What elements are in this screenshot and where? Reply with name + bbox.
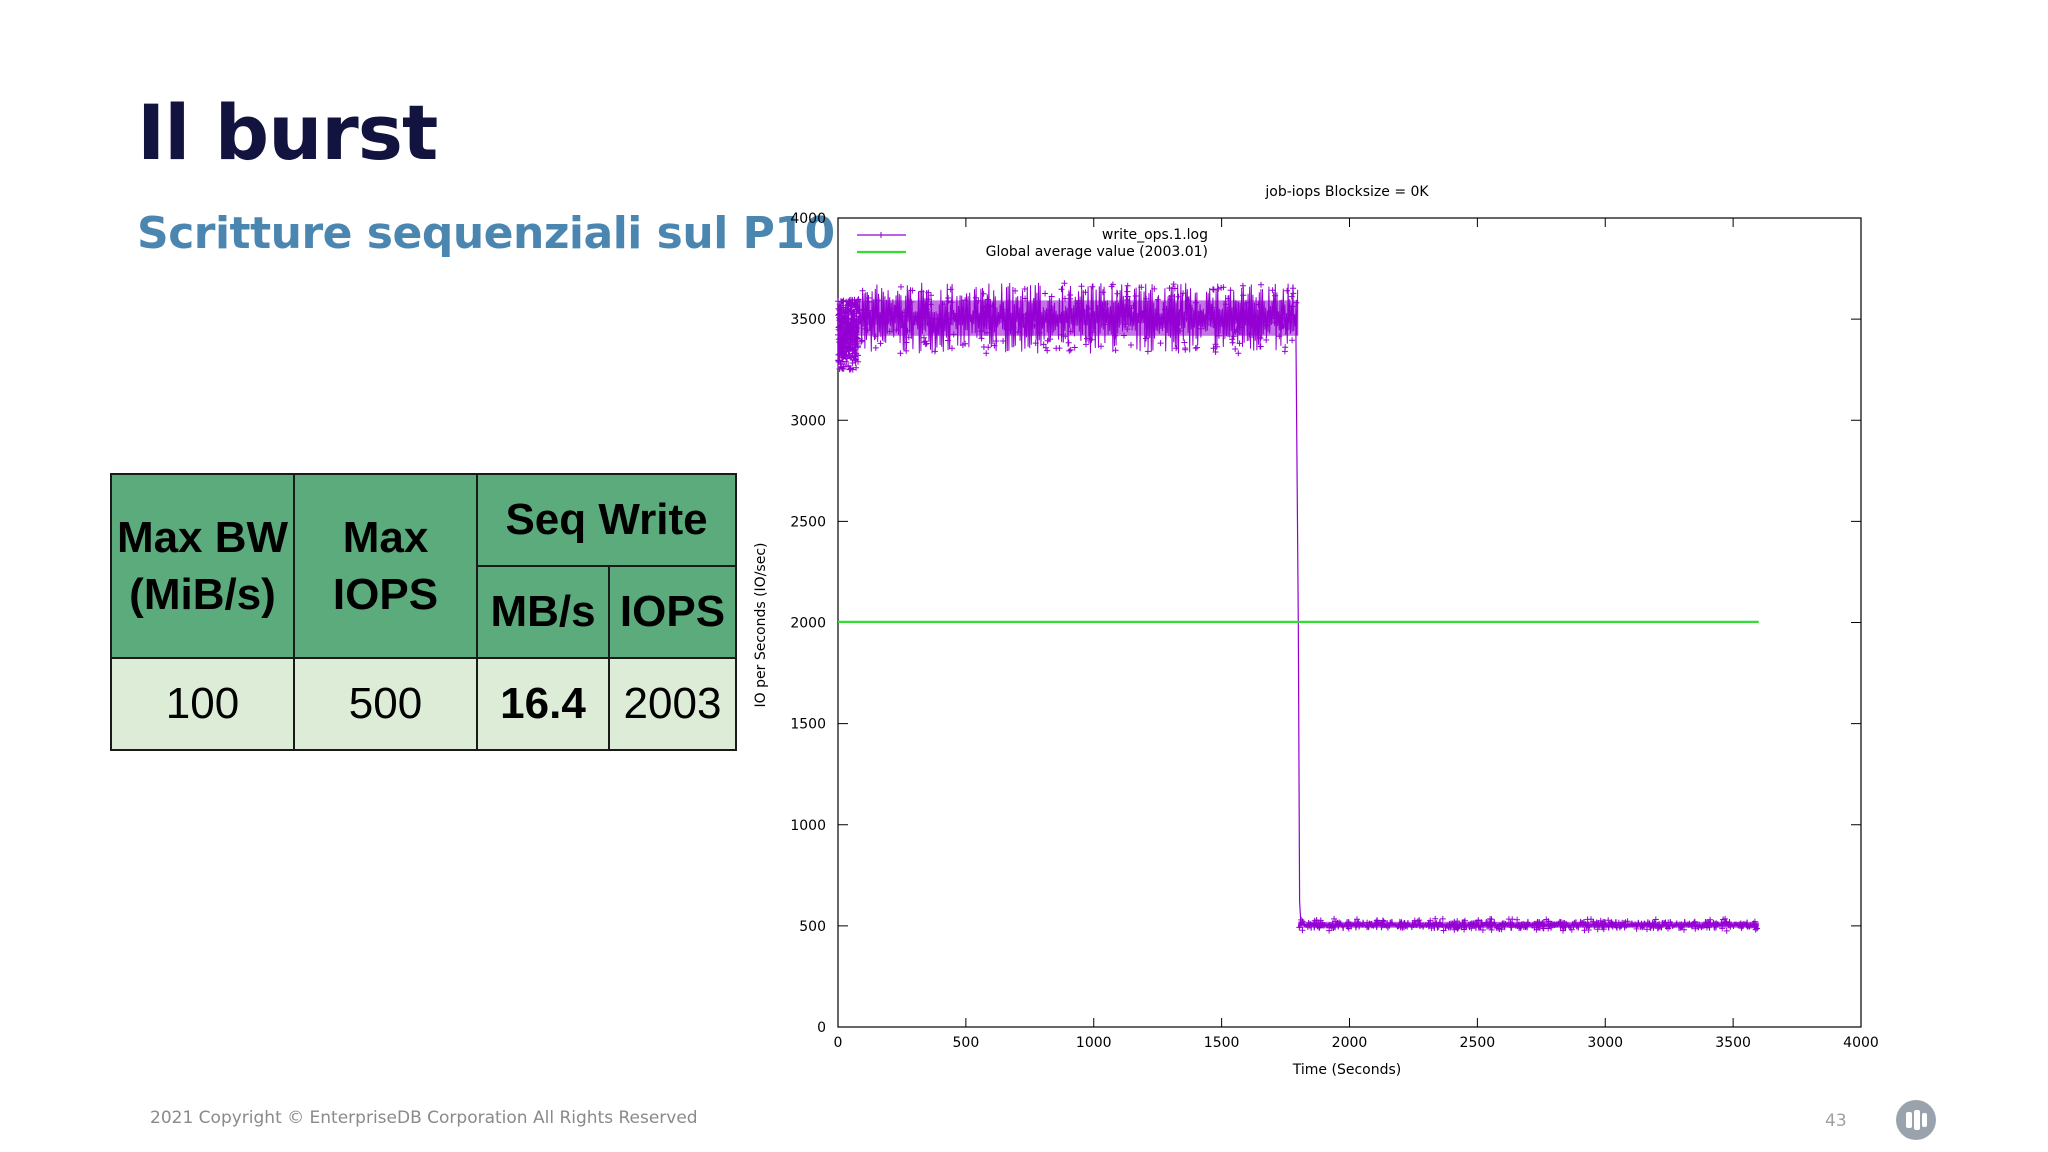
value-max-iops: 500 [293,657,478,751]
write-ops-markers-high-1 [855,280,1300,357]
y-tick-label: 500 [799,919,826,935]
x-tick-label: 2500 [1460,1035,1496,1051]
y-tick-label: 0 [817,1020,826,1036]
value-max-bw: 100 [110,657,295,751]
y-tick-label: 1000 [790,818,826,834]
header-max-iops: Max IOPS [293,473,478,659]
header-seq-write: Seq Write [476,473,737,567]
legend-marker-write-ops [878,232,884,238]
x-tick-label: 2000 [1332,1035,1368,1051]
write-ops-markers-high-0 [835,296,862,373]
header-max-bw-line2: (MiB/s) [129,570,276,619]
edb-logo-icon [1896,1100,1936,1140]
y-tick-label: 3500 [790,312,826,328]
write-ops-crosses-high-1 [855,280,1300,357]
header-max-bw-line1: Max BW [116,512,289,562]
write-ops-crosses-high-0 [835,296,862,373]
legend-label-write-ops: write_ops.1.log [1102,227,1208,243]
y-axis-label: IO per Seconds (IO/sec) [753,543,769,708]
x-axis-label: Time (Seconds) [1292,1062,1401,1078]
y-tick-label: 4000 [790,211,826,227]
value-iops: 2003 [608,657,737,751]
x-tick-label: 1000 [1076,1035,1112,1051]
copyright-footer: 2021 Copyright © EnterpriseDB Corporatio… [150,1108,698,1128]
x-tick-label: 500 [953,1035,980,1051]
write-ops-band-low-0 [1298,921,1759,928]
legend-label-global-average: Global average value (2003.01) [986,244,1208,260]
page-number: 43 [1825,1111,1847,1131]
y-tick-label: 3000 [790,413,826,429]
slide-title: Il burst [137,88,438,177]
series-write-ops-line [837,314,1759,927]
y-tick-label: 2000 [790,616,826,632]
x-tick-label: 0 [834,1035,843,1051]
x-tick-label: 3000 [1587,1035,1623,1051]
header-max-iops-line2: IOPS [332,570,439,619]
chart-title: job-iops Blocksize = 0K [1264,184,1429,200]
x-tick-label: 3500 [1715,1035,1751,1051]
header-max-iops-line1: Max [342,512,429,562]
header-iops: IOPS [608,565,737,659]
header-mbs: MB/s [476,565,610,659]
stats-table: Max BW (MiB/s) Max IOPS Seq Write MB/s I… [110,473,737,751]
y-tick-label: 1500 [790,717,826,733]
x-tick-label: 1500 [1204,1035,1240,1051]
header-max-bw: Max BW (MiB/s) [110,473,295,659]
x-tick-label: 4000 [1843,1035,1879,1051]
y-tick-label: 2500 [790,514,826,530]
slide-subtitle: Scritture sequenziali sul P10 [137,208,835,259]
value-mbs: 16.4 [476,657,610,751]
